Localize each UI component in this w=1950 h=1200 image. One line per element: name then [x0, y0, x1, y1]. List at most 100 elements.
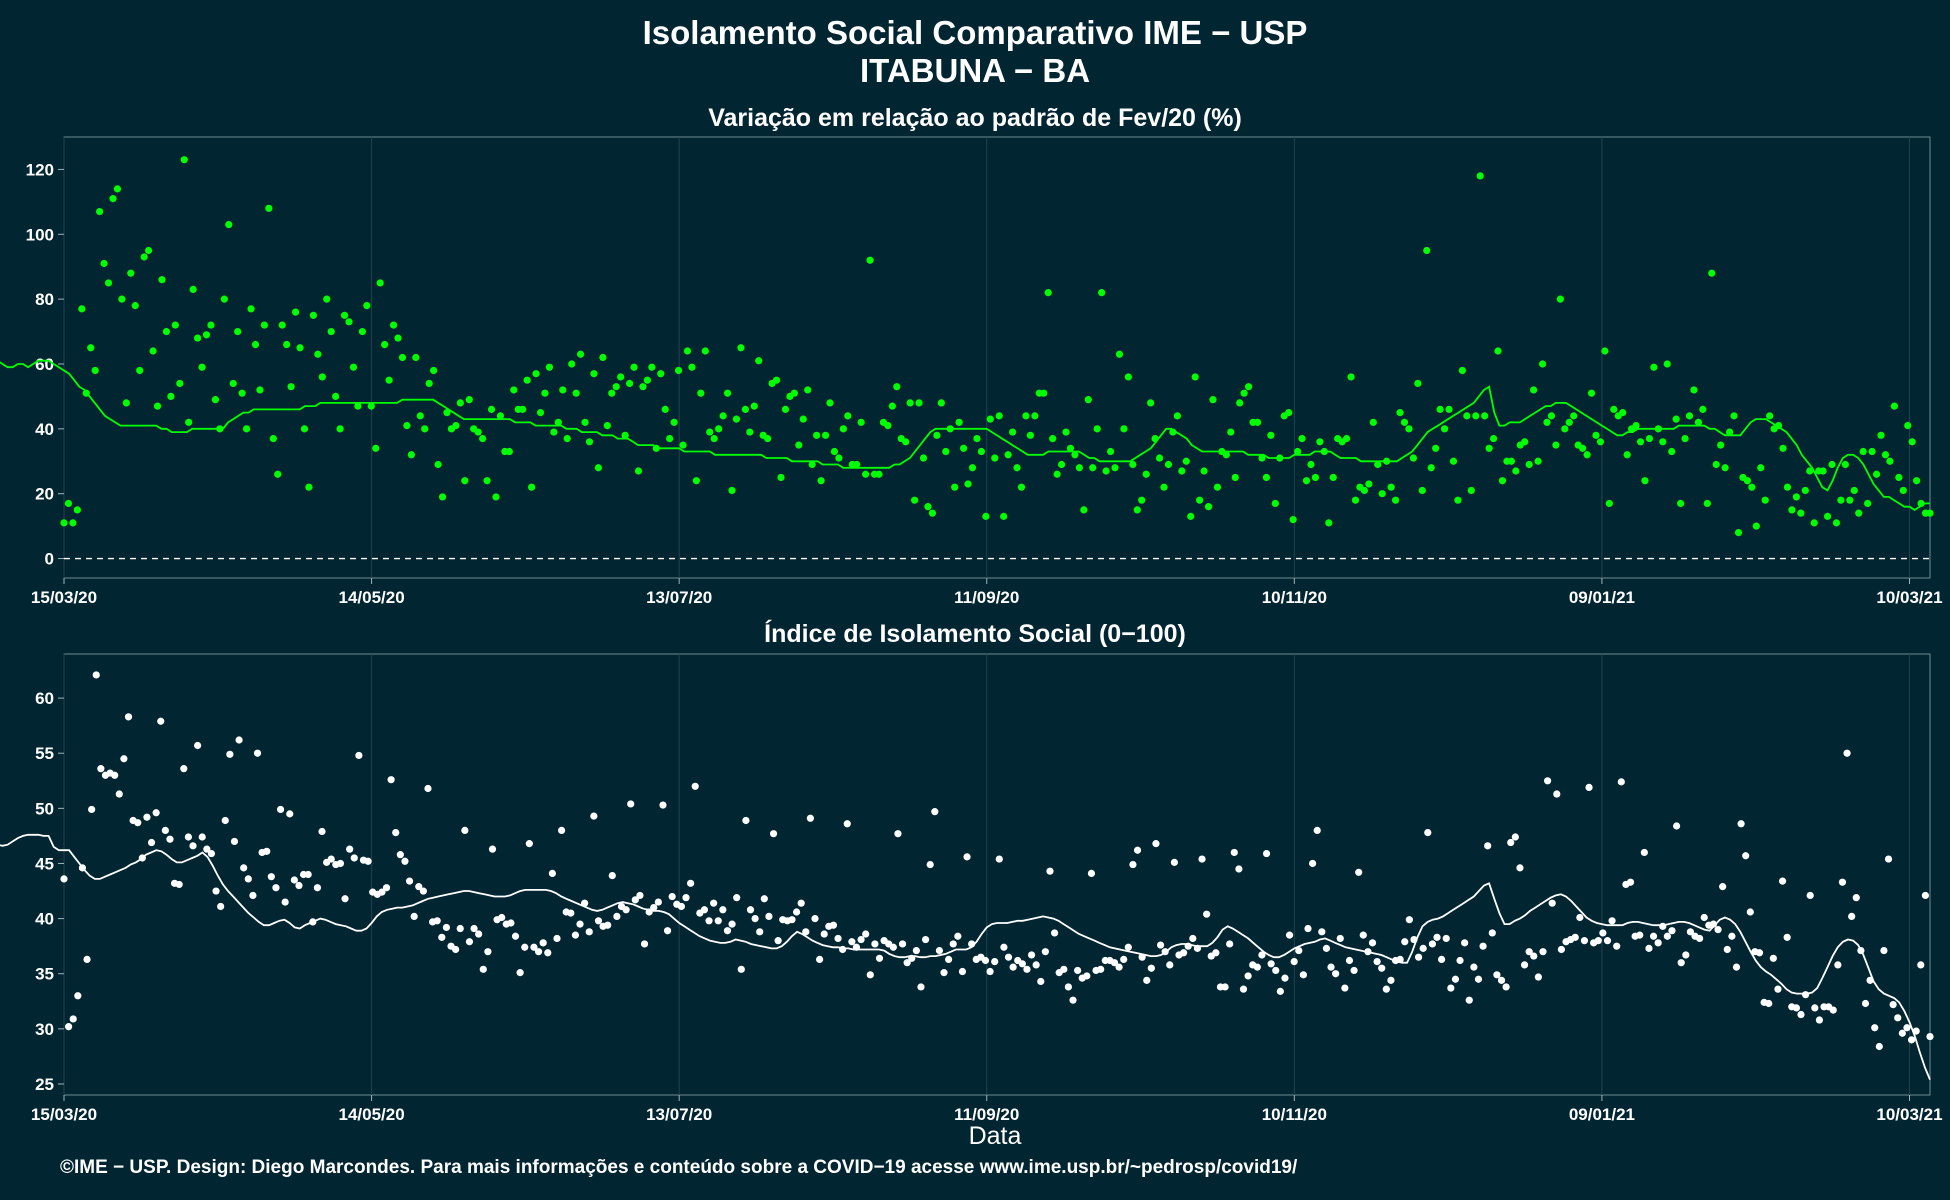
data-point — [1080, 506, 1088, 514]
data-point — [1838, 878, 1847, 886]
data-point — [212, 887, 220, 895]
data-point — [902, 438, 910, 446]
data-point — [1142, 470, 1150, 478]
data-point — [741, 405, 749, 413]
data-point — [933, 431, 941, 439]
data-point — [88, 805, 96, 814]
data-point — [1436, 405, 1444, 413]
data-point — [750, 402, 758, 410]
data-point — [1064, 983, 1073, 991]
data-point — [1212, 949, 1220, 957]
data-point — [1617, 778, 1625, 786]
data-point — [1498, 477, 1507, 485]
data-point — [1290, 957, 1298, 966]
data-point — [648, 363, 656, 371]
data-point — [1890, 402, 1898, 410]
data-point — [1898, 1029, 1906, 1037]
data-point — [180, 156, 188, 164]
data-point — [1474, 975, 1483, 983]
data-point — [622, 906, 630, 914]
data-point — [1823, 512, 1832, 520]
data-point — [710, 434, 718, 443]
data-point — [1632, 421, 1640, 430]
data-point — [797, 899, 805, 907]
data-point — [1244, 972, 1252, 980]
data-point — [701, 347, 709, 355]
data-point — [140, 253, 148, 261]
data-point — [1298, 434, 1306, 443]
data-point — [1221, 983, 1229, 991]
data-point — [470, 924, 478, 933]
data-point — [843, 820, 851, 828]
data-point — [659, 801, 667, 809]
data-point — [813, 431, 821, 439]
data-point — [528, 483, 536, 491]
x-tick-label: 10/11/20 — [1262, 588, 1327, 607]
data-point — [1253, 418, 1262, 426]
data-point — [1476, 172, 1484, 180]
data-point — [1819, 467, 1827, 475]
data-point — [438, 933, 446, 941]
data-point — [332, 392, 340, 401]
data-point — [1472, 412, 1480, 420]
data-point — [541, 389, 549, 397]
data-point — [1351, 496, 1360, 504]
data-point — [207, 321, 215, 329]
data-point — [1414, 379, 1422, 388]
data-point — [1571, 933, 1579, 941]
data-point — [951, 483, 959, 491]
data-point — [866, 256, 874, 264]
data-point — [1837, 496, 1845, 504]
data-point — [416, 412, 424, 420]
data-point — [1311, 473, 1320, 482]
data-point — [1645, 434, 1654, 443]
data-point — [396, 851, 404, 859]
data-point — [104, 279, 113, 287]
data-point — [1089, 464, 1097, 472]
data-point — [991, 957, 999, 966]
data-point — [1295, 946, 1303, 955]
data-point — [229, 379, 237, 388]
data-point — [1493, 971, 1501, 979]
y-tick-label: 40 — [35, 420, 54, 439]
x-tick-label: 10/03/21 — [1876, 588, 1942, 607]
data-point — [267, 873, 275, 881]
data-point — [1428, 940, 1436, 948]
data-point — [327, 327, 335, 336]
data-point — [1336, 934, 1344, 943]
data-point — [443, 409, 451, 417]
data-point — [554, 418, 562, 426]
data-point — [955, 418, 963, 426]
data-point — [1198, 855, 1206, 863]
data-point — [1066, 444, 1075, 452]
data-point — [683, 347, 692, 355]
data-point — [1877, 431, 1885, 439]
data-point — [1204, 503, 1213, 511]
data-point — [608, 389, 616, 397]
data-point — [889, 943, 897, 951]
data-point — [1069, 996, 1077, 1004]
data-point — [1721, 464, 1729, 472]
data-point — [1623, 451, 1631, 459]
data-point — [682, 894, 690, 902]
data-point — [1044, 289, 1052, 297]
data-point — [1769, 954, 1777, 962]
data-point — [1599, 929, 1607, 937]
data-point — [1774, 985, 1782, 993]
data-point — [577, 350, 585, 358]
y-tick-label: 40 — [35, 910, 54, 929]
data-point — [274, 470, 282, 478]
data-point — [921, 935, 930, 944]
data-point — [100, 259, 108, 268]
data-point — [1302, 477, 1311, 485]
data-point — [1686, 928, 1695, 936]
data-point — [986, 967, 994, 976]
data-point — [1465, 996, 1473, 1004]
data-point — [1378, 964, 1386, 972]
data-point — [1489, 434, 1498, 443]
data-point — [1262, 849, 1271, 858]
data-point — [249, 891, 257, 900]
data-point — [590, 370, 598, 378]
data-point — [211, 396, 220, 404]
data-point — [405, 877, 414, 885]
